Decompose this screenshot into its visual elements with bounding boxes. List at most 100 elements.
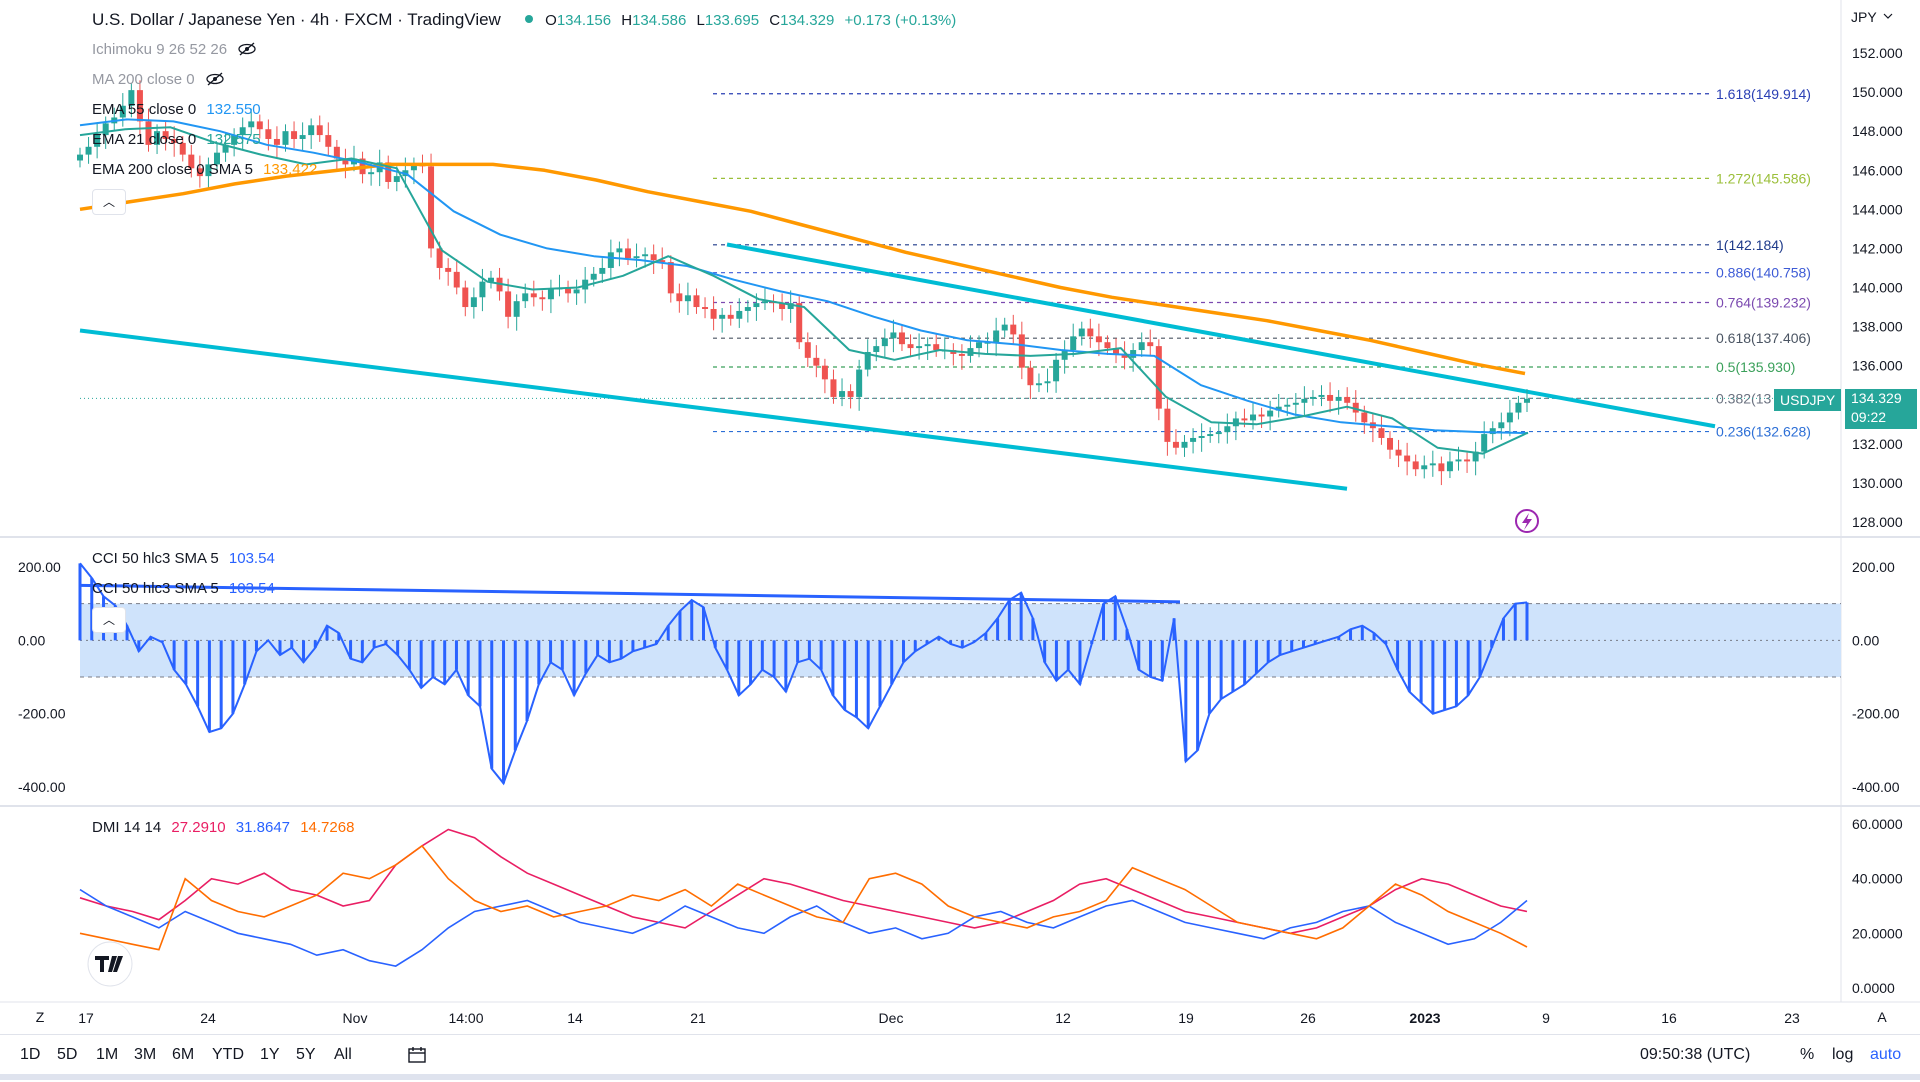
candle-body	[787, 303, 794, 309]
candle-body	[462, 287, 469, 308]
candle	[1327, 382, 1334, 413]
candle-body	[1113, 348, 1120, 354]
candle	[1292, 393, 1299, 417]
candle	[1044, 368, 1051, 393]
ema200-legend[interactable]: EMA 200 close 0 SMA 5 133.422	[92, 161, 323, 178]
dmi-pane[interactable]: 60.0000 40.0000 20.0000 0.0000	[79, 816, 1903, 996]
price-pane[interactable]: 1.618(149.914) 1.272(145.586) 1(142.184) 0.…	[77, 80, 1841, 491]
candle-body	[85, 146, 92, 155]
candle-body	[796, 303, 803, 343]
ohlc-change: +0.173 (+0.13%)	[844, 12, 957, 29]
candle	[719, 308, 726, 333]
price-axis-tick: 136.000	[1852, 358, 1903, 374]
ichimoku-legend[interactable]: Ichimoku 9 26 52 26	[92, 40, 261, 58]
timeframe-button-all[interactable]: All	[334, 1046, 352, 1063]
cci-collapse-button[interactable]: ︿	[92, 607, 126, 633]
time-axis[interactable]: 17 24 Nov 14:00 14 21 Dec 12 19 26 2023 9 16 23 Z A	[36, 1009, 1888, 1026]
ema21-legend[interactable]: EMA 21 close 0 132.575	[92, 131, 267, 148]
candle	[847, 384, 854, 409]
timeframe-button-ytd[interactable]: YTD	[212, 1046, 244, 1063]
percent-toggle[interactable]: %	[1800, 1046, 1815, 1063]
hidden-eye-icon[interactable]	[237, 42, 256, 56]
symbol-title[interactable]: U.S. Dollar / Japanese Yen · 4h · FXCM ·…	[92, 10, 501, 29]
event-flash-icon[interactable]	[1515, 509, 1539, 533]
ema21-label[interactable]: EMA 21 close 0	[92, 131, 197, 148]
clock-label[interactable]: 09:50:38 (UTC)	[1640, 1046, 1751, 1063]
cci-legend-2[interactable]: CCI 50 hlc3 SMA 5 103.54	[92, 580, 281, 597]
timeframe-button-5y[interactable]: 5Y	[296, 1046, 316, 1063]
candle-body	[1181, 441, 1188, 448]
candle-body	[719, 314, 726, 319]
candle-body	[616, 248, 623, 253]
candle	[779, 293, 786, 321]
fib-label-0.382: 0.382(13	[1716, 390, 1771, 406]
chart-background	[0, 0, 1920, 1034]
candle-body	[1481, 434, 1488, 452]
candle	[1207, 427, 1214, 443]
price-axis[interactable]: 152.000 150.000 148.000 146.000 144.000 142.0…	[1852, 45, 1903, 530]
hidden-eye-icon[interactable]	[205, 72, 224, 86]
symbol-legend[interactable]: U.S. Dollar / Japanese Yen · 4h · FXCM ·…	[92, 10, 962, 30]
candle-body	[624, 248, 631, 259]
time-axis-tick: 16	[1661, 1010, 1677, 1026]
time-axis-tick: 14	[567, 1010, 583, 1026]
candle-body	[1035, 383, 1042, 386]
candle	[239, 117, 246, 149]
dmi-axis-tick: 0.0000	[1852, 980, 1895, 996]
cci-pane[interactable]: 200.00 200.00 0.00 0.00 -200.00 -200.00 -400.0…	[18, 559, 1900, 795]
ichimoku-label[interactable]: Ichimoku 9 26 52 26	[92, 41, 228, 58]
cci-label[interactable]: CCI 50 hlc3 SMA 5	[92, 550, 219, 567]
auto-toggle[interactable]: auto	[1870, 1046, 1902, 1063]
candle-body	[933, 344, 940, 351]
log-toggle[interactable]: log	[1832, 1046, 1854, 1063]
ema55-label[interactable]: EMA 55 close 0	[92, 101, 197, 118]
timeframe-button-1y[interactable]: 1Y	[260, 1046, 280, 1063]
fib-label-1: 1(142.184)	[1716, 237, 1784, 253]
ema55-legend[interactable]: EMA 55 close 0 132.550	[92, 101, 267, 118]
candle	[154, 124, 161, 155]
candle	[1104, 335, 1111, 355]
ohlc-low: L133.695	[696, 12, 760, 29]
axis-corner-right: A	[1877, 1009, 1887, 1025]
cci-value-2: 103.54	[228, 580, 275, 597]
candle	[821, 358, 828, 394]
timeframe-button-6m[interactable]: 6M	[172, 1046, 195, 1063]
candle-body	[761, 301, 768, 304]
candle	[291, 121, 298, 149]
timeframe-button-1m[interactable]: 1M	[96, 1046, 119, 1063]
last-price-tag[interactable]: 134.329 09:22	[1845, 389, 1917, 429]
candle	[333, 139, 340, 171]
ma200-label[interactable]: MA 200 close 0	[92, 71, 195, 88]
candle-body	[1275, 406, 1282, 411]
ema200-label[interactable]: EMA 200 close 0 SMA 5	[92, 161, 253, 178]
cci-legend[interactable]: CCI 50 hlc3 SMA 5 103.54	[92, 550, 281, 567]
candle	[1318, 385, 1325, 407]
cci-label-2[interactable]: CCI 50 hlc3 SMA 5	[92, 580, 219, 597]
timeframe-button-3m[interactable]: 3M	[134, 1046, 157, 1063]
tradingview-logo[interactable]	[87, 941, 133, 987]
price-axis-tick: 132.000	[1852, 436, 1903, 452]
channel-upper-line	[726, 242, 1716, 429]
dmi-legend[interactable]: DMI 14 14 27.2910 31.8647 14.7268	[92, 819, 360, 836]
timeframe-button-1d[interactable]: 1D	[20, 1046, 41, 1063]
candle	[1438, 456, 1445, 486]
date-range-icon[interactable]	[406, 1035, 428, 1075]
symbol-price-tag[interactable]: USDJPY	[1774, 389, 1842, 411]
candle-body	[265, 129, 272, 139]
candle-body	[102, 123, 109, 136]
currency-label[interactable]: JPY	[1851, 9, 1877, 25]
price-axis-tick: 148.000	[1852, 123, 1903, 139]
currency-dropdown-icon[interactable]	[1883, 13, 1893, 19]
candle-body	[1224, 426, 1231, 433]
candle	[393, 166, 400, 192]
candle-body	[1361, 412, 1368, 423]
candle	[213, 142, 220, 172]
ma200-legend[interactable]: MA 200 close 0	[92, 70, 229, 88]
dmi-label[interactable]: DMI 14 14	[92, 819, 162, 836]
candle	[1181, 435, 1188, 457]
legend-collapse-button[interactable]: ︿	[92, 189, 126, 215]
candle-body	[727, 314, 734, 319]
candle	[616, 241, 623, 267]
timeframe-button-5d[interactable]: 5D	[57, 1046, 78, 1063]
